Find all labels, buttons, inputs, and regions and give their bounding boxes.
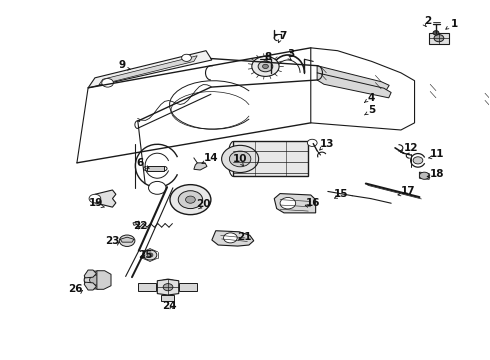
Text: 7: 7 (279, 31, 287, 41)
Polygon shape (95, 190, 116, 207)
Text: 18: 18 (430, 168, 445, 179)
Circle shape (163, 284, 173, 291)
Text: 25: 25 (138, 250, 152, 260)
Text: 23: 23 (105, 236, 120, 246)
Polygon shape (138, 283, 156, 292)
Text: 20: 20 (196, 199, 211, 209)
Circle shape (178, 191, 202, 208)
Text: 8: 8 (265, 52, 272, 62)
Text: 5: 5 (368, 105, 375, 115)
Circle shape (434, 35, 444, 42)
Polygon shape (161, 295, 174, 301)
Text: 10: 10 (233, 154, 247, 164)
Circle shape (223, 233, 237, 243)
Circle shape (280, 198, 295, 209)
Polygon shape (429, 33, 449, 44)
Text: 9: 9 (119, 60, 126, 70)
Circle shape (263, 64, 269, 68)
Polygon shape (233, 141, 308, 176)
Polygon shape (120, 237, 134, 242)
Circle shape (84, 271, 109, 289)
Circle shape (182, 54, 192, 62)
Text: 6: 6 (137, 158, 144, 168)
Circle shape (229, 151, 251, 167)
Text: 19: 19 (89, 198, 103, 208)
Polygon shape (274, 194, 316, 213)
Circle shape (102, 78, 114, 87)
Circle shape (252, 57, 279, 76)
Circle shape (221, 145, 259, 172)
Circle shape (90, 275, 103, 285)
Text: 26: 26 (68, 284, 83, 294)
Text: 3: 3 (288, 49, 295, 59)
Text: 17: 17 (401, 186, 416, 197)
Polygon shape (317, 66, 389, 90)
Polygon shape (194, 163, 207, 170)
Text: 24: 24 (162, 301, 177, 311)
Polygon shape (212, 231, 254, 246)
Polygon shape (147, 166, 164, 171)
Polygon shape (419, 172, 429, 179)
Text: 1: 1 (451, 18, 458, 28)
Text: 14: 14 (203, 153, 218, 163)
Polygon shape (157, 279, 179, 295)
Circle shape (170, 185, 211, 215)
Polygon shape (84, 282, 97, 290)
Text: 22: 22 (133, 221, 147, 231)
Text: 4: 4 (368, 93, 375, 103)
Text: 21: 21 (237, 232, 251, 242)
Polygon shape (179, 283, 197, 292)
Circle shape (143, 250, 157, 260)
Circle shape (413, 157, 423, 164)
Circle shape (148, 181, 166, 194)
Circle shape (258, 61, 273, 72)
Text: 15: 15 (334, 189, 349, 199)
Polygon shape (88, 51, 212, 88)
Circle shape (147, 253, 153, 257)
Polygon shape (97, 271, 111, 289)
Circle shape (89, 194, 101, 203)
Circle shape (157, 279, 179, 295)
Polygon shape (84, 270, 97, 278)
Circle shape (119, 235, 135, 247)
Polygon shape (99, 56, 197, 85)
Text: 12: 12 (403, 143, 418, 153)
Polygon shape (133, 221, 140, 225)
Circle shape (186, 196, 196, 203)
Text: 16: 16 (306, 198, 320, 208)
Text: 13: 13 (319, 139, 334, 149)
Text: 2: 2 (424, 16, 431, 26)
Circle shape (433, 31, 439, 35)
Circle shape (419, 172, 429, 179)
Polygon shape (317, 73, 391, 98)
Circle shape (307, 139, 317, 147)
Text: 11: 11 (430, 149, 445, 159)
